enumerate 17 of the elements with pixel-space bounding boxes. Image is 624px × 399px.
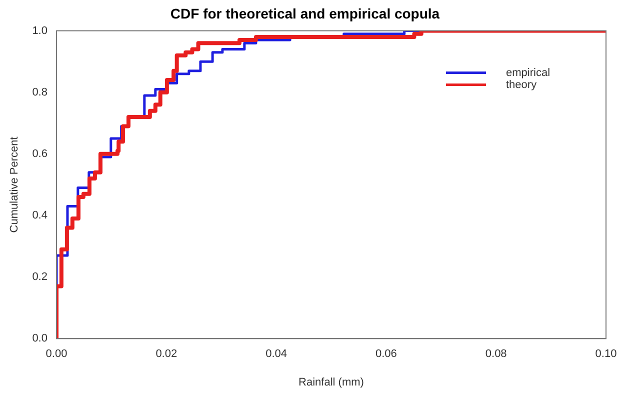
y-tick-label: 0.2	[32, 271, 48, 284]
y-tick-label: 0.0	[32, 332, 48, 345]
chart-title: CDF for theoretical and empirical copula	[170, 5, 440, 22]
x-tick-label: 0.10	[595, 348, 617, 360]
y-tick-label: 0.6	[32, 148, 48, 160]
x-tick-label: 0.02	[156, 348, 178, 360]
legend-label: empirical	[506, 66, 550, 79]
y-tick-label: 0.8	[32, 86, 48, 98]
x-tick-label: 0.04	[266, 348, 288, 360]
x-tick-label: 0.06	[375, 348, 397, 360]
x-tick-label: 0.00	[46, 348, 68, 360]
y-axis-title: Cumulative Percent	[8, 136, 21, 233]
x-tick-label: 0.08	[485, 348, 507, 360]
x-axis-title: Rainfall (mm)	[298, 376, 364, 388]
y-tick-label: 1.0	[32, 24, 48, 37]
y-tick-label: 0.4	[32, 210, 48, 222]
legend-label: theory	[506, 78, 538, 91]
